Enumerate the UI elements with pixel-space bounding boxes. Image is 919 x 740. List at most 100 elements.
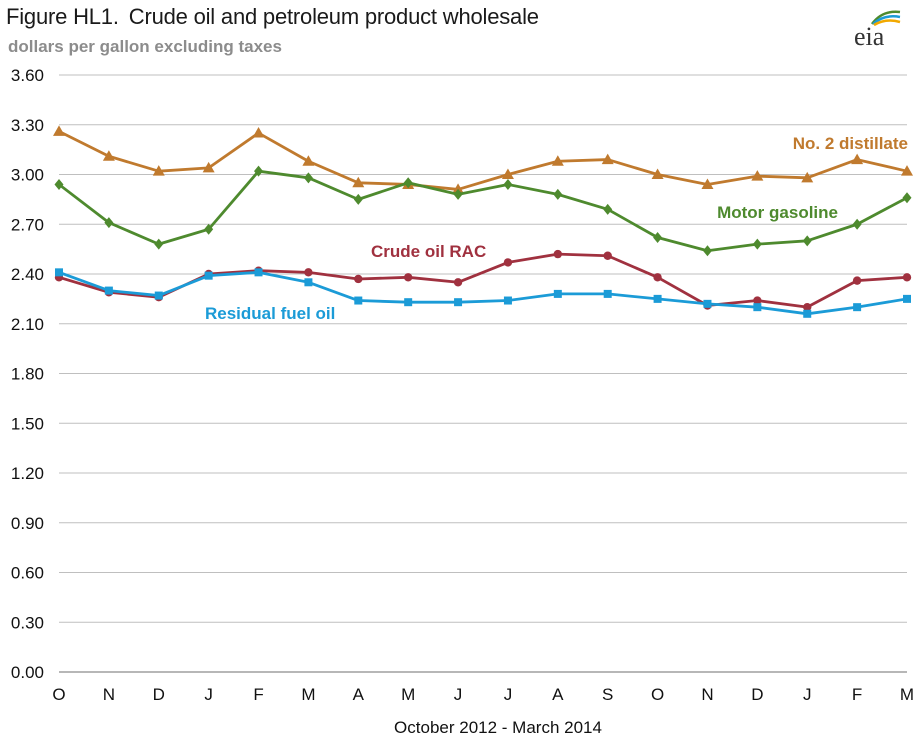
data-point [701, 178, 714, 189]
data-point [354, 274, 363, 284]
data-point [803, 302, 812, 312]
y-tick-label: 0.30 [11, 613, 44, 632]
data-point [104, 286, 113, 295]
logo-text: eia [854, 22, 885, 51]
series-line [58, 169, 908, 253]
chart-title: Figure HL1. Crude oil and petroleum produ… [6, 4, 539, 30]
data-point [154, 291, 163, 300]
data-point [801, 171, 814, 183]
series-no-2-distillate [53, 125, 913, 194]
series-label: No. 2 distillate [793, 134, 908, 153]
data-point [152, 165, 165, 176]
data-point [753, 303, 762, 312]
figure-id: Figure HL1. [6, 4, 119, 29]
data-point [304, 278, 313, 287]
data-point [551, 155, 564, 166]
data-point [102, 150, 115, 161]
y-tick-label: 2.70 [11, 215, 44, 234]
y-tick-label: 2.40 [11, 265, 44, 284]
data-point [454, 298, 463, 307]
data-point [403, 273, 413, 282]
data-point [254, 165, 264, 177]
data-point [802, 235, 812, 247]
x-tick-label: J [204, 685, 213, 704]
y-tick-label: 1.50 [11, 414, 44, 433]
data-point [903, 294, 911, 303]
data-point [651, 168, 664, 179]
data-point [902, 192, 912, 204]
data-point [603, 251, 612, 260]
x-tick-label: J [803, 685, 812, 704]
y-tick-label: 3.30 [11, 116, 44, 135]
data-point [653, 294, 662, 303]
x-tick-label: J [504, 685, 513, 704]
data-point [303, 172, 313, 184]
data-point [703, 299, 712, 308]
data-point [55, 268, 63, 277]
axes: 0.00 0.30 0.60 0.90 1.20 1.50 1.80 2.10 2.40 2.70… [11, 66, 914, 704]
y-tick-label: 3.60 [11, 66, 44, 85]
figure-title: Crude oil and petroleum product wholesal… [128, 4, 539, 29]
data-point [254, 268, 263, 277]
series-label: Crude oil RAC [371, 242, 486, 261]
data-point [252, 127, 265, 138]
y-tick-label: 1.80 [11, 365, 44, 384]
series-label: Motor gasoline [717, 203, 838, 222]
data-point [503, 296, 512, 305]
data-point [603, 289, 612, 298]
chart-subtitle: dollars per gallon excluding taxes [8, 37, 282, 56]
grid-lines [59, 74, 907, 623]
data-point [901, 165, 913, 176]
eia-logo-icon [870, 10, 901, 27]
data-point [902, 273, 912, 282]
data-point [154, 238, 164, 250]
data-point [453, 188, 463, 200]
x-tick-label: O [52, 685, 65, 704]
x-tick-label: D [751, 685, 763, 704]
x-tick-label: N [701, 685, 713, 704]
series-line [58, 252, 908, 309]
series-residual-fuel-oil [55, 268, 911, 318]
data-point [501, 168, 514, 179]
data-point [852, 276, 862, 285]
x-tick-label: O [651, 685, 664, 704]
data-point [853, 303, 862, 312]
x-tick-label: N [103, 685, 115, 704]
data-point [603, 203, 613, 215]
y-tick-label: 0.00 [11, 663, 44, 682]
data-point [653, 273, 662, 282]
series-motor-gasoline [54, 165, 912, 257]
data-point [851, 153, 864, 165]
data-point [204, 271, 213, 280]
data-point [304, 268, 313, 277]
data-point [204, 223, 214, 235]
series-line [58, 130, 908, 191]
data-point [104, 217, 114, 229]
data-point [553, 188, 563, 200]
data-point [202, 161, 215, 173]
x-tick-label: M [301, 685, 315, 704]
data-point [54, 178, 64, 190]
x-tick-label: D [153, 685, 165, 704]
data-point [503, 178, 513, 190]
x-tick-label: J [454, 685, 463, 704]
x-tick-label: S [602, 685, 613, 704]
data-point [753, 296, 762, 305]
series-lines [53, 125, 913, 318]
data-point [553, 289, 562, 298]
data-point [353, 193, 363, 205]
y-tick-label: 3.00 [11, 166, 44, 185]
data-point [53, 125, 65, 136]
data-point [352, 176, 365, 188]
data-point [302, 155, 315, 166]
y-tick-label: 2.10 [11, 315, 44, 334]
data-point [702, 245, 712, 257]
x-tick-label: F [852, 685, 862, 704]
data-point [653, 232, 663, 244]
y-tick-label: 1.20 [11, 464, 44, 483]
x-tick-label: M [900, 685, 914, 704]
data-point [453, 278, 463, 287]
data-point [553, 249, 563, 259]
data-point [503, 258, 513, 267]
